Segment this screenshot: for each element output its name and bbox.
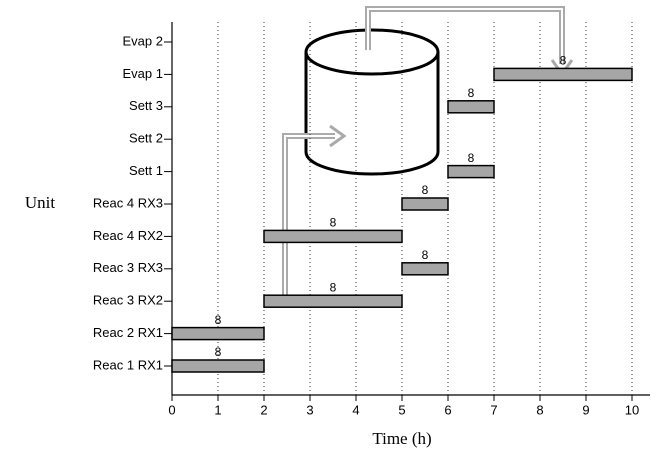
task-label: 8	[215, 313, 222, 327]
x-tick-label: 0	[168, 402, 175, 417]
x-tick-label: 6	[444, 402, 451, 417]
x-tick-label: 1	[214, 402, 221, 417]
x-tick-label: 9	[582, 402, 589, 417]
y-tick-label: Sett 1	[129, 163, 163, 178]
flow-arrows	[282, 6, 574, 300]
task-label: 8	[468, 86, 475, 100]
y-axis-label: Unit	[25, 193, 56, 212]
task-bar	[493, 67, 633, 82]
task-label: 8	[330, 216, 337, 230]
task-bar	[447, 100, 495, 114]
task-label: 8	[330, 280, 337, 294]
task-label: 8	[215, 345, 222, 359]
y-tick-label: Reac 2 RX1	[93, 325, 163, 340]
x-tick-label: 5	[398, 402, 405, 417]
y-tick-label: Sett 3	[129, 98, 163, 113]
y-tick-label: Reac 4 RX3	[93, 195, 163, 210]
task-label: 8	[422, 183, 429, 197]
x-tick-label: 3	[306, 402, 313, 417]
task-label: 8	[468, 151, 475, 165]
x-tick-label: 4	[352, 402, 359, 417]
x-axis-label: Time (h)	[372, 429, 431, 448]
x-tick-label: 10	[625, 402, 639, 417]
y-tick-label: Sett 2	[129, 131, 163, 146]
task-bar	[171, 359, 265, 373]
y-tick-label: Evap 1	[123, 66, 163, 81]
y-tick-label: Evap 2	[123, 33, 163, 48]
task-bar	[447, 164, 495, 179]
tank-illustration	[304, 28, 440, 176]
y-tick-label: Reac 1 RX1	[93, 357, 163, 372]
x-tick-label: 2	[260, 402, 267, 417]
x-tick-label: 7	[490, 402, 497, 417]
y-tick-label: Reac 4 RX2	[93, 228, 163, 243]
task-bar	[401, 197, 449, 211]
task-label: 8	[422, 248, 429, 262]
y-tick-label: Reac 3 RX3	[93, 260, 163, 275]
task-bar	[263, 294, 403, 308]
task-label: 8	[560, 54, 567, 68]
task-bar	[401, 262, 449, 276]
x-tick-label: 8	[536, 402, 543, 417]
y-tick-label: Reac 3 RX2	[93, 293, 163, 308]
task-bar	[171, 326, 265, 341]
task-bar	[263, 229, 403, 244]
